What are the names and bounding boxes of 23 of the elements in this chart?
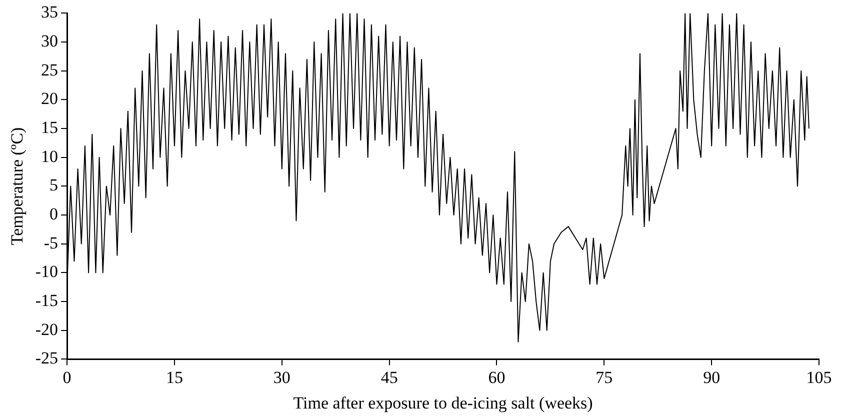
- y-tick-label: 15: [41, 118, 58, 137]
- y-tick-label: -25: [35, 348, 58, 368]
- y-axis-title: Temperature (ºC): [8, 127, 27, 246]
- x-tick-label: 90: [703, 368, 720, 387]
- y-tick-label: 5: [50, 176, 58, 195]
- y-tick-label: 0: [50, 204, 58, 224]
- y-tick-label: -20: [35, 320, 58, 339]
- x-tick-label: 30: [273, 368, 290, 387]
- y-tick-label: -15: [35, 291, 58, 310]
- x-tick-label: 60: [488, 368, 506, 387]
- y-tick-label: 10: [41, 146, 58, 166]
- x-tick-label: 105: [806, 368, 832, 387]
- y-tick-label: 25: [41, 60, 58, 80]
- x-axis-title: Time after exposure to de-icing salt (weeks): [293, 393, 593, 412]
- x-tick-label: 45: [380, 368, 398, 387]
- y-tick-label: 30: [41, 32, 58, 50]
- x-tick-label: 15: [166, 368, 183, 387]
- x-tick-label: 75: [596, 368, 613, 387]
- y-tick-label: 35: [41, 2, 58, 22]
- y-tick-label: -10: [35, 262, 58, 282]
- x-tick-label: 0: [62, 368, 72, 387]
- y-tick-label: 20: [41, 89, 58, 108]
- y-tick-label: -5: [44, 233, 58, 252]
